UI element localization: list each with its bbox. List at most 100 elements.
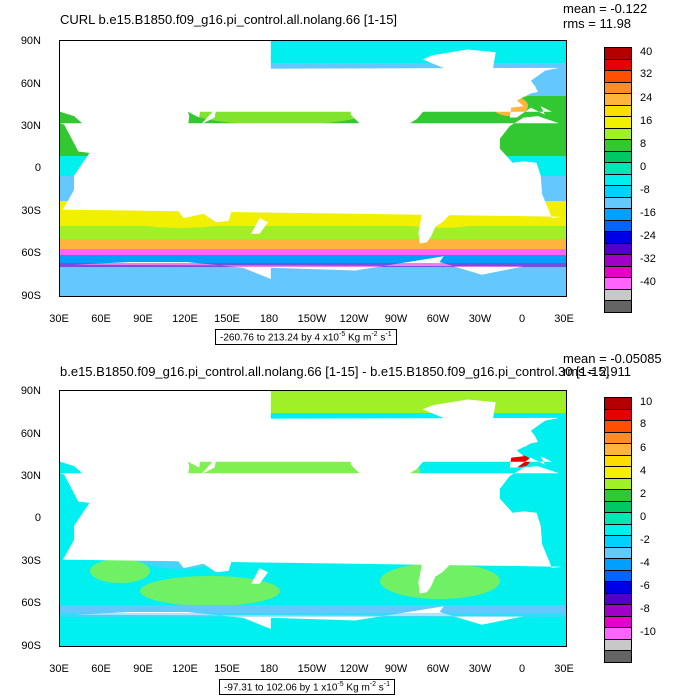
- land-mask: [422, 49, 496, 84]
- range-units: Kg m: [343, 682, 370, 694]
- colorbar-label: 0: [640, 161, 647, 173]
- colorbar-label: 6: [640, 442, 647, 454]
- antarctic-edge: [60, 263, 566, 267]
- land-mask: [113, 126, 141, 158]
- land-mask: [202, 169, 229, 183]
- colorbar-label: 32: [640, 68, 653, 80]
- lon-label: 120W: [339, 663, 369, 675]
- lat-label: 0: [34, 512, 41, 524]
- lon-label: 60W: [426, 663, 450, 675]
- plot-title: CURL b.e15.B1850.f09_g16.pi_control.all.…: [60, 12, 398, 27]
- field-patch: [90, 559, 150, 583]
- lon-label: 30E: [49, 313, 69, 325]
- colorbar-label: 24: [640, 92, 653, 104]
- land-mask: [60, 417, 559, 468]
- lat-label: 30S: [21, 205, 41, 217]
- lon-label: 30W: [468, 313, 492, 325]
- land-mask: [113, 476, 141, 508]
- colorbar-label: -4: [640, 557, 650, 569]
- lon-label: 90W: [384, 663, 408, 675]
- lat-label: 60S: [21, 597, 41, 609]
- colorbar-label: 16: [640, 115, 653, 127]
- land-mask: [151, 511, 167, 527]
- lat-label: 60N: [20, 78, 41, 90]
- colorbar-label: -32: [640, 253, 656, 265]
- land-mask: [67, 476, 101, 501]
- colorbar-label: -8: [640, 603, 650, 615]
- land-mask: [178, 534, 233, 573]
- lat-label: 30S: [21, 555, 41, 567]
- map-plot: [59, 40, 567, 297]
- land-mask: [202, 519, 229, 533]
- colorbar-swatch: [604, 300, 632, 313]
- land-mask: [251, 568, 268, 584]
- land-mask: [79, 536, 89, 554]
- colorbar-label: 2: [640, 488, 647, 500]
- colorbar-label: -40: [640, 276, 656, 288]
- land-mask: [515, 436, 527, 448]
- mean-stat: mean = -0.122: [563, 1, 648, 16]
- lon-label: 90E: [133, 313, 153, 325]
- rms-stat: rms = 2.911: [563, 364, 632, 379]
- land-mask: [178, 184, 233, 223]
- lon-label: 120E: [172, 313, 198, 325]
- colorbar: [604, 47, 632, 313]
- lat-label: 60N: [20, 428, 41, 440]
- colorbar-label: -16: [640, 207, 656, 219]
- lon-label: 90W: [384, 313, 408, 325]
- land-mask: [200, 456, 222, 475]
- colorbar-label: 40: [640, 46, 653, 58]
- lon-label: 90E: [133, 663, 153, 675]
- land-mask: [422, 399, 496, 434]
- antarctic-edge: [60, 613, 566, 617]
- land-mask: [171, 158, 186, 175]
- seconds-exponent: -1: [385, 331, 392, 338]
- rms-stat: rms = 11.98: [563, 16, 632, 31]
- land-mask: [287, 419, 446, 508]
- land-mask: [60, 67, 559, 118]
- lon-label: 30W: [468, 663, 492, 675]
- colorbar-label: -24: [640, 230, 656, 242]
- lat-label: 90S: [21, 290, 41, 302]
- land-mask: [251, 218, 268, 234]
- land-mask: [410, 501, 475, 594]
- colorbar-label: 0: [640, 511, 647, 523]
- lat-label: 90N: [20, 35, 41, 47]
- lon-label: 150E: [214, 313, 240, 325]
- colorbar: [604, 397, 632, 663]
- colorbar-label: 8: [640, 418, 647, 430]
- land-mask: [200, 106, 222, 125]
- land-mask: [287, 69, 446, 158]
- lon-label: 180: [259, 663, 279, 675]
- lon-label: 30E: [554, 313, 574, 325]
- land-mask: [67, 126, 101, 151]
- range-exponent: -5: [337, 681, 344, 688]
- lat-label: 90S: [21, 640, 41, 652]
- map-plot: [59, 390, 567, 647]
- colorbar-label: -8: [640, 184, 650, 196]
- range-text: -260.76 to 213.24 by 4 x10: [220, 332, 339, 344]
- field-patch: [140, 576, 280, 606]
- range-seconds: s: [377, 332, 386, 344]
- lon-label: 150E: [214, 663, 240, 675]
- seconds-exponent: -1: [383, 681, 391, 688]
- lon-label: 60E: [91, 663, 111, 675]
- land-mask: [79, 186, 89, 204]
- southern-ocean-band: [60, 605, 566, 613]
- units-exponent: -2: [369, 681, 377, 688]
- lon-label: 0: [518, 313, 526, 325]
- lon-label: 180: [259, 313, 279, 325]
- lat-label: 30N: [20, 120, 41, 132]
- lon-label: 120W: [339, 313, 369, 325]
- lon-label: 60E: [91, 313, 111, 325]
- colorbar-label: -10: [640, 626, 656, 638]
- colorbar-label: 4: [640, 465, 647, 477]
- range-units: Kg m: [345, 332, 372, 344]
- range-text: -97.31 to 102.06 by 1 x10: [224, 682, 338, 694]
- colorbar-swatch: [604, 650, 632, 663]
- lat-label: 30N: [20, 470, 41, 482]
- units-exponent: -2: [371, 331, 378, 338]
- range-seconds: s: [376, 682, 384, 694]
- land-mask: [171, 508, 186, 525]
- plot-title: b.e15.B1850.f09_g16.pi_control.all.nolan…: [60, 364, 610, 379]
